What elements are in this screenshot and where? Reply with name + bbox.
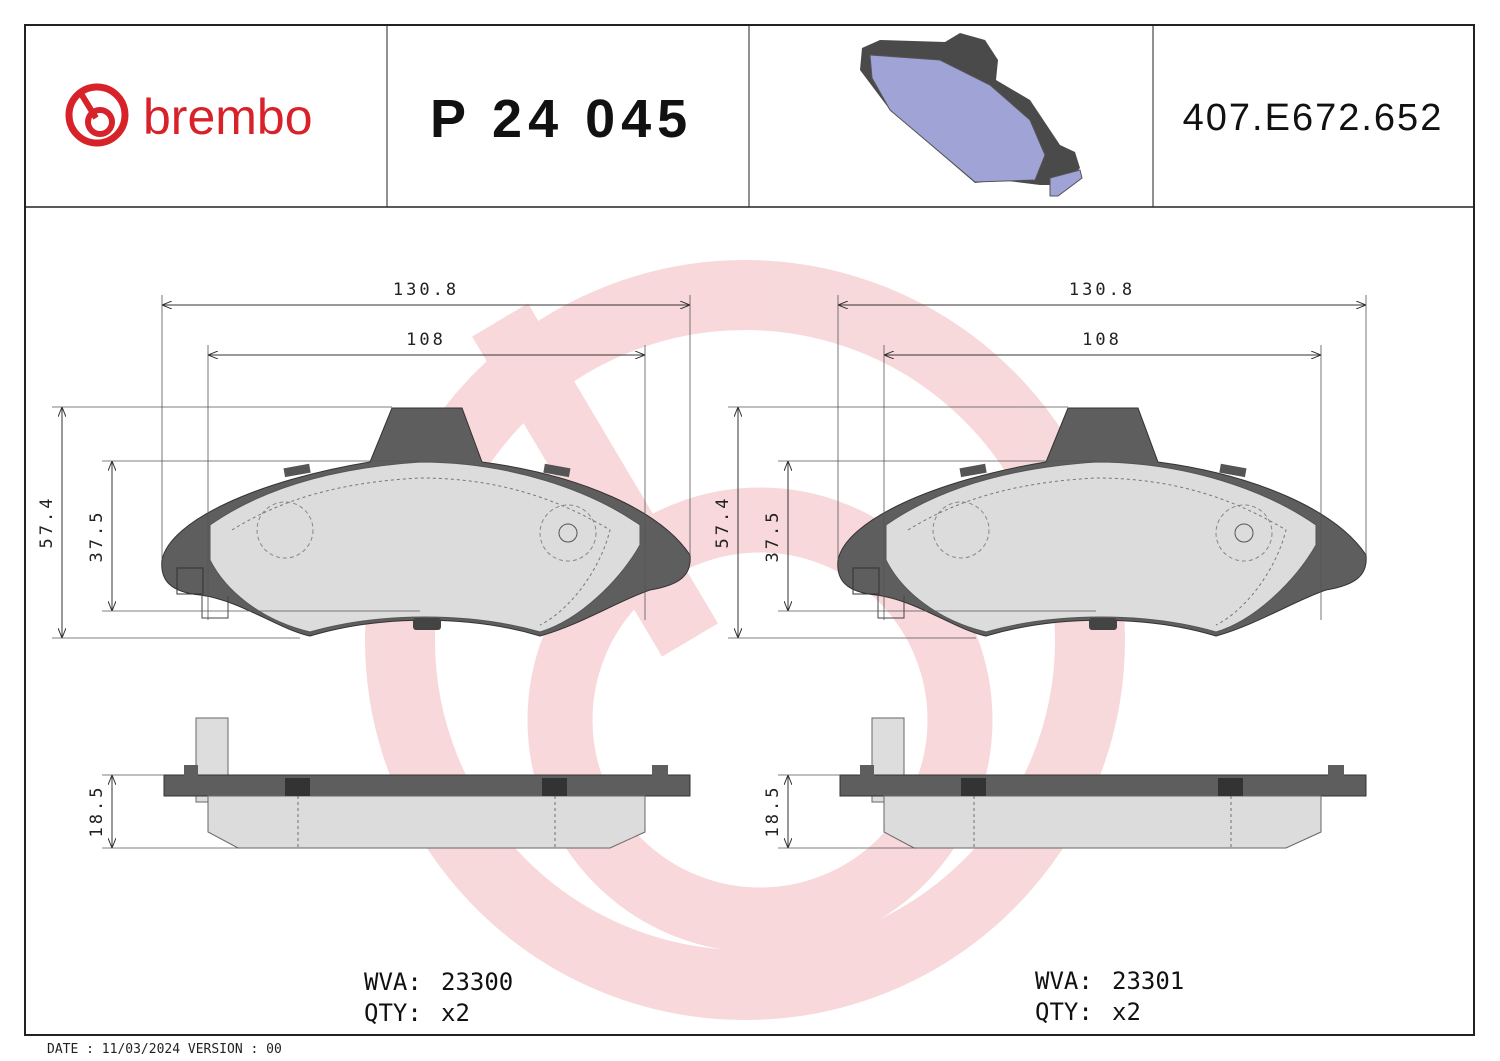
dimension: 57.4 (37, 496, 57, 549)
dimension: 18.5 (763, 785, 783, 838)
dimension: 108 (406, 330, 446, 350)
code: 407.E672.652 (1183, 97, 1444, 139)
brand-logo: brembo (65, 83, 313, 147)
dimension: 18.5 (87, 785, 107, 838)
wva-label: WVA: (1035, 967, 1093, 995)
qty-label: QTY: (1035, 998, 1093, 1026)
pad-thumbnail (860, 33, 1083, 197)
dimension: 130.8 (1069, 280, 1135, 300)
wva: 23301 (1112, 967, 1184, 995)
part-number: P 24 045 (430, 89, 693, 149)
dimension: 37.5 (87, 510, 107, 563)
qty: x2 (441, 999, 470, 1027)
qty-label: QTY: (364, 999, 422, 1027)
wva: 23300 (441, 968, 513, 996)
dimension: 37.5 (763, 510, 783, 563)
qty: x2 (1112, 998, 1141, 1026)
dimension: 130.8 (393, 280, 459, 300)
dimension: 108 (1082, 330, 1122, 350)
footer: DATE : 11/03/2024 VERSION : 00 (47, 1042, 282, 1057)
brand: brembo (143, 89, 313, 145)
watermark (365, 260, 1125, 1020)
wva-label: WVA: (364, 968, 422, 996)
dimension: 57.4 (713, 496, 733, 549)
